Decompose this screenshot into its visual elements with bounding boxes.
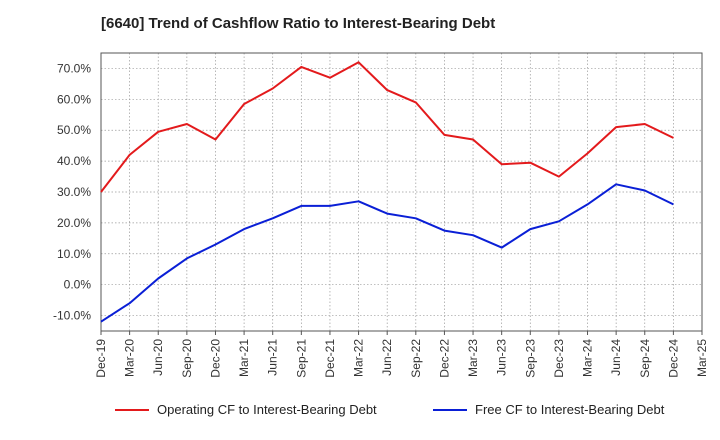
x-tick-label: Sep-21 [294,339,308,378]
legend-label-free-cf: Free CF to Interest-Bearing Debt [475,402,665,417]
x-tick-label: Sep-22 [409,339,423,378]
y-tick-label: 40.0% [57,154,91,168]
y-tick-label: 10.0% [57,247,91,261]
x-tick-label: Dec-24 [666,339,680,378]
y-tick-label: 70.0% [57,61,91,75]
y-tick-label: 30.0% [57,185,91,199]
legend-item-operating-cf: Operating CF to Interest-Bearing Debt [115,402,377,417]
y-tick-label: 20.0% [57,216,91,230]
y-tick-label: -10.0% [53,309,91,323]
x-tick-label: Mar-22 [352,339,366,377]
plot-area-border [100,52,703,332]
x-tick-label: Jun-23 [495,339,509,376]
series-line-operating-cf [100,61,674,193]
x-tick-label: Jun-21 [266,339,280,376]
y-tick-label: 60.0% [57,92,91,106]
legend-swatch-free-cf [433,408,467,411]
x-tick-label: Mar-20 [123,339,137,377]
x-tick-label: Mar-21 [237,339,251,377]
x-tick-label: Jun-24 [609,339,623,376]
series-line-free-cf [100,183,674,323]
y-tick-label: 0.0% [64,278,92,292]
chart-title: [6640] Trend of Cashflow Ratio to Intere… [101,15,496,32]
y-tick-label: 50.0% [57,123,91,137]
x-tick-label: Mar-25 [695,339,709,377]
legend-label-operating-cf: Operating CF to Interest-Bearing Debt [157,402,377,417]
x-tick-label: Sep-20 [180,339,194,378]
x-tick-label: Dec-21 [323,339,337,378]
x-tick-label: Jun-22 [380,339,394,376]
x-tick-label: Dec-19 [94,339,108,378]
legend-item-free-cf: Free CF to Interest-Bearing Debt [433,402,664,417]
legend-swatch-operating-cf [115,408,149,411]
x-tick-label: Sep-23 [523,339,537,378]
x-tick-label: Jun-20 [151,339,165,376]
legend: Operating CF to Interest-Bearing Debt Fr… [0,402,720,426]
x-tick-label: Dec-20 [208,339,222,378]
x-tick-label: Mar-23 [466,339,480,377]
x-tick-label: Dec-23 [552,339,566,378]
line-chart: -10.0% 0.0% 10.0% 20.0% 30.0% 40.0% 50.0% 60.0%… [53,52,709,378]
x-tick-label: Dec-22 [437,339,451,378]
x-tick-label: Mar-24 [581,339,595,377]
x-tick-label: Sep-24 [638,339,652,378]
